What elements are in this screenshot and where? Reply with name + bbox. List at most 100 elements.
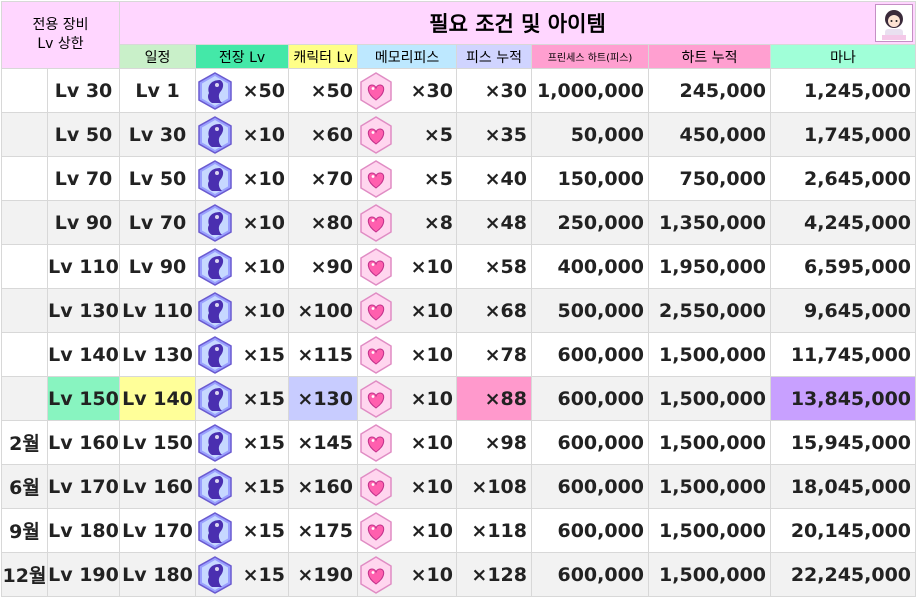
memory-piece-icon <box>197 159 235 198</box>
cell-equip-lv: Lv 180 <box>46 508 121 553</box>
cell-heart-total: ×128 <box>456 552 533 597</box>
cell-schedule <box>1 156 48 201</box>
cell-char-lv: Lv 170 <box>119 508 197 553</box>
cell-schedule: 12월 <box>1 552 48 597</box>
character-sticker-icon <box>875 4 914 42</box>
cell-piece-total: ×100 <box>288 288 359 333</box>
memory-piece-count: ×15 <box>242 343 286 366</box>
cell-total-mana: 13,845,000 <box>770 376 916 421</box>
cell-piece-total: ×50 <box>288 68 359 113</box>
cell-heart-total: ×35 <box>456 112 533 157</box>
memory-piece-icon <box>197 291 235 330</box>
princess-heart-icon <box>359 71 395 110</box>
cell-piece-total: ×90 <box>288 244 359 289</box>
cell-enhance-cost: 1,950,000 <box>648 244 772 289</box>
cell-schedule <box>1 112 48 157</box>
cell-enhance-cost: 2,550,000 <box>648 288 772 333</box>
cell-princess-heart: ×10 <box>357 420 458 465</box>
cell-piece-total: ×80 <box>288 200 359 245</box>
cell-heart-total: ×78 <box>456 332 533 377</box>
heart-count: ×10 <box>410 387 454 410</box>
title-text: 필요 조건 및 아이템 <box>429 12 606 36</box>
cell-princess-heart: ×10 <box>357 464 458 509</box>
memory-piece-icon <box>197 511 235 550</box>
cell-memory-piece: ×15 <box>195 420 290 465</box>
table-row: Lv 70 Lv 50 ×10 ×70 ×5 ×40 150,000 750,000 2,645… <box>1 156 916 201</box>
cell-schedule: 2월 <box>1 420 48 465</box>
equip-cap-caption: 전용 장비 Lv 상한 <box>0 1 121 69</box>
princess-heart-icon <box>359 291 395 330</box>
cell-char-lv: Lv 160 <box>119 464 197 509</box>
table-row: 2월 Lv 160 Lv 150 ×15 ×145 ×10 ×98 600,000 1,500,… <box>1 420 916 465</box>
cell-memory-piece: ×10 <box>195 200 290 245</box>
cell-total-mana: 22,245,000 <box>770 552 916 597</box>
cell-princess-heart: ×30 <box>357 68 458 113</box>
heart-count: ×8 <box>423 211 454 234</box>
memory-piece-icon <box>197 379 235 418</box>
cell-memory-piece: ×15 <box>195 464 290 509</box>
cell-princess-heart: ×5 <box>357 112 458 157</box>
cell-equip-lv: Lv 70 <box>46 156 121 201</box>
cell-total-mana: 11,745,000 <box>770 332 916 377</box>
cell-total-mana: 20,145,000 <box>770 508 916 553</box>
princess-heart-icon <box>359 379 395 418</box>
princess-heart-icon <box>359 467 395 506</box>
cell-schedule <box>1 68 48 113</box>
cell-enhance-cost: 1,500,000 <box>648 508 772 553</box>
cell-char-lv: Lv 110 <box>119 288 197 333</box>
memory-piece-icon <box>197 247 235 286</box>
cell-equip-lv: Lv 50 <box>46 112 121 157</box>
memory-piece-icon <box>197 423 235 462</box>
cell-heart-total: ×68 <box>456 288 533 333</box>
cell-memory-piece: ×10 <box>195 112 290 157</box>
table-row: Lv 110 Lv 90 ×10 ×90 ×10 ×58 400,000 1,950,000 6… <box>1 244 916 289</box>
cell-enhance-cost: 1,500,000 <box>648 464 772 509</box>
cell-char-lv: Lv 1 <box>119 68 197 113</box>
memory-piece-icon <box>197 115 235 154</box>
cell-mana: 600,000 <box>531 508 650 553</box>
memory-piece-count: ×15 <box>242 387 286 410</box>
col-mana: 마나 <box>770 44 916 69</box>
cell-total-mana: 2,645,000 <box>770 156 916 201</box>
cell-schedule <box>1 332 48 377</box>
cell-mana: 500,000 <box>531 288 650 333</box>
heart-count: ×30 <box>410 79 454 102</box>
cell-memory-piece: ×10 <box>195 244 290 289</box>
cell-heart-total: ×30 <box>456 68 533 113</box>
table-row: Lv 150 Lv 140 ×15 ×130 ×10 ×88 600,000 1,500,00… <box>1 376 916 421</box>
cell-piece-total: ×160 <box>288 464 359 509</box>
princess-heart-icon <box>359 247 395 286</box>
cell-mana: 400,000 <box>531 244 650 289</box>
cell-equip-lv: Lv 140 <box>46 332 121 377</box>
cell-enhance-cost: 1,500,000 <box>648 376 772 421</box>
table-row: 12월 Lv 190 Lv 180 ×15 ×190 ×10 ×128 600,000 1,50… <box>1 552 916 597</box>
cell-schedule <box>1 288 48 333</box>
cell-heart-total: ×48 <box>456 200 533 245</box>
cell-mana: 600,000 <box>531 332 650 377</box>
cell-schedule <box>1 200 48 245</box>
cell-char-lv: Lv 140 <box>119 376 197 421</box>
cell-schedule: 9월 <box>1 508 48 553</box>
cell-piece-total: ×115 <box>288 332 359 377</box>
col-piece-total: 피스 누적 <box>456 44 533 69</box>
cell-schedule <box>1 376 48 421</box>
heart-count: ×10 <box>410 519 454 542</box>
cell-heart-total: ×118 <box>456 508 533 553</box>
cell-char-lv: Lv 130 <box>119 332 197 377</box>
cell-total-mana: 6,595,000 <box>770 244 916 289</box>
cell-char-lv: Lv 30 <box>119 112 197 157</box>
cell-mana: 50,000 <box>531 112 650 157</box>
cell-heart-total: ×88 <box>456 376 533 421</box>
cell-equip-lv: Lv 160 <box>46 420 121 465</box>
princess-heart-icon <box>359 555 395 594</box>
cell-enhance-cost: 450,000 <box>648 112 772 157</box>
caption-line2: Lv 상한 <box>37 36 84 52</box>
heart-count: ×10 <box>410 343 454 366</box>
col-princess-heart: 프린세스 하트(피스) <box>531 44 650 69</box>
cell-total-mana: 9,645,000 <box>770 288 916 333</box>
cell-enhance-cost: 1,500,000 <box>648 420 772 465</box>
cell-equip-lv: Lv 150 <box>46 376 121 421</box>
cell-mana: 250,000 <box>531 200 650 245</box>
cell-princess-heart: ×10 <box>357 288 458 333</box>
cell-princess-heart: ×10 <box>357 376 458 421</box>
